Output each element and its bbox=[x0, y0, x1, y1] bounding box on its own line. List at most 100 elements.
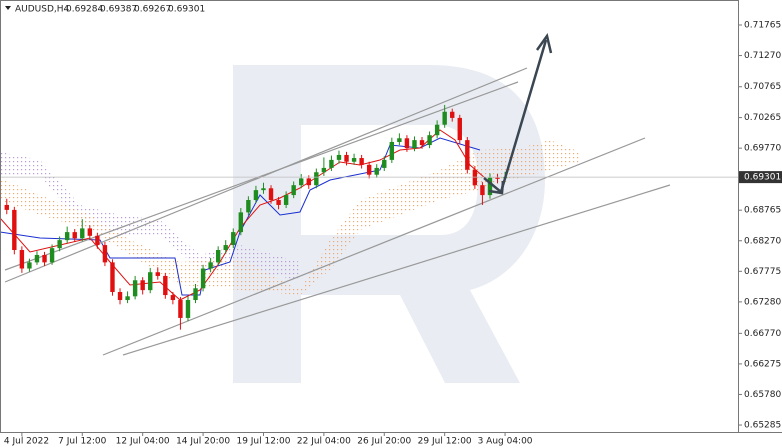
candle-body bbox=[178, 300, 183, 318]
candle-body bbox=[200, 268, 206, 289]
candle-body bbox=[87, 228, 93, 236]
candle-body bbox=[268, 188, 274, 201]
y-tick-label: 0.69770 bbox=[744, 144, 781, 154]
candle-body bbox=[42, 254, 47, 263]
cloud-purple bbox=[0, 152, 300, 280]
y-tick-label: 0.66770 bbox=[744, 329, 781, 339]
x-tick-label: 22 Jul 04:00 bbox=[297, 437, 351, 447]
candle-body bbox=[57, 240, 62, 249]
candle-body bbox=[163, 275, 168, 296]
candle-body bbox=[276, 200, 281, 205]
header-low: 0.69267 bbox=[134, 5, 171, 15]
candle-body bbox=[4, 204, 9, 210]
y-tick-label: 0.71765 bbox=[744, 21, 781, 31]
candle-body bbox=[344, 154, 349, 162]
candle-body bbox=[238, 212, 244, 233]
cloud-orange bbox=[0, 140, 580, 295]
x-tick-label: 12 Jul 04:00 bbox=[116, 437, 170, 447]
candle-body bbox=[95, 235, 100, 246]
header-high: 0.69387 bbox=[100, 5, 137, 15]
candle-body bbox=[102, 245, 108, 263]
header-open: 0.69284 bbox=[66, 5, 103, 15]
candle-body bbox=[306, 178, 311, 186]
candle-body bbox=[299, 178, 304, 186]
x-tick-label: 29 Jul 12:00 bbox=[418, 437, 472, 447]
candle-body bbox=[72, 232, 77, 239]
candle-body bbox=[34, 254, 40, 263]
y-tick-label: 0.67280 bbox=[744, 297, 781, 307]
candle-body bbox=[291, 185, 296, 196]
candle-body bbox=[419, 140, 425, 146]
candle-body bbox=[64, 232, 70, 241]
candle-body bbox=[427, 135, 432, 146]
candle-body bbox=[283, 195, 289, 205]
candle-body bbox=[215, 250, 221, 263]
candle-body bbox=[442, 111, 447, 125]
candle-body bbox=[19, 250, 25, 269]
candle-body bbox=[457, 117, 462, 141]
y-tick-label: 0.65285 bbox=[744, 421, 781, 431]
candle-body bbox=[185, 300, 191, 318]
candle-body bbox=[140, 280, 145, 291]
candle-body bbox=[465, 140, 470, 170]
kijun-line bbox=[0, 137, 481, 296]
trend-lines bbox=[4, 67, 671, 356]
last-price-tag bbox=[739, 171, 782, 184]
y-tick-label: 0.67775 bbox=[744, 267, 781, 277]
candle-body bbox=[132, 280, 138, 297]
x-tick-label: 3 Aug 04:00 bbox=[478, 437, 533, 447]
candle-body bbox=[12, 209, 17, 251]
candle-body bbox=[450, 111, 455, 118]
forecast-arrow bbox=[483, 33, 553, 195]
candle-body bbox=[336, 154, 342, 160]
candle-body bbox=[261, 188, 266, 191]
last-price-label: 0.69301 bbox=[744, 173, 781, 183]
x-tick-label: 26 Jul 20:00 bbox=[357, 437, 411, 447]
candle-body bbox=[27, 262, 32, 269]
candle-body bbox=[49, 248, 55, 263]
candle-body bbox=[155, 272, 160, 276]
candle-body bbox=[495, 177, 500, 179]
candle-body bbox=[412, 140, 417, 149]
x-tick-label: 14 Jul 20:00 bbox=[176, 437, 230, 447]
candle-body bbox=[314, 172, 319, 186]
candle-body bbox=[404, 138, 410, 149]
candle-body bbox=[246, 200, 251, 213]
candle-body bbox=[359, 158, 364, 165]
candle-body bbox=[366, 164, 372, 175]
candle-body bbox=[321, 167, 327, 173]
candle-body bbox=[434, 124, 440, 136]
y-tick-label: 0.71270 bbox=[744, 51, 781, 61]
y-tick-label: 0.68765 bbox=[744, 206, 781, 216]
candle-body bbox=[231, 232, 236, 246]
candle-body bbox=[80, 228, 85, 239]
y-tick-label: 0.70265 bbox=[744, 113, 781, 123]
symbol: AUDUSD,H4 bbox=[15, 5, 70, 15]
candle-body bbox=[487, 177, 493, 196]
header-close: 0.69301 bbox=[168, 5, 205, 15]
candle-body bbox=[125, 296, 130, 301]
y-tick-label: 0.66275 bbox=[744, 359, 781, 369]
candle-body bbox=[397, 138, 402, 142]
x-tick-label: 4 Jul 2022 bbox=[4, 437, 49, 447]
x-tick-label: 7 Jul 12:00 bbox=[58, 437, 107, 447]
candle-body bbox=[223, 245, 228, 251]
header-marker bbox=[5, 6, 11, 10]
candle-body bbox=[389, 141, 395, 160]
candle-body bbox=[117, 291, 123, 301]
candle-body bbox=[374, 167, 379, 175]
candle-body bbox=[253, 190, 259, 201]
x-tick-label: 19 Jul 12:00 bbox=[236, 437, 290, 447]
candle-body bbox=[208, 262, 213, 269]
candle-body bbox=[170, 295, 176, 301]
y-tick-label: 0.68270 bbox=[744, 236, 781, 246]
candle-body bbox=[329, 159, 334, 168]
candle-body bbox=[148, 272, 153, 291]
y-tick-label: 0.70765 bbox=[744, 82, 781, 92]
candle-body bbox=[110, 262, 115, 292]
candle-body bbox=[351, 158, 357, 162]
y-tick-label: 0.65780 bbox=[744, 390, 781, 400]
candle-body bbox=[382, 159, 387, 168]
candle-body bbox=[193, 288, 198, 301]
